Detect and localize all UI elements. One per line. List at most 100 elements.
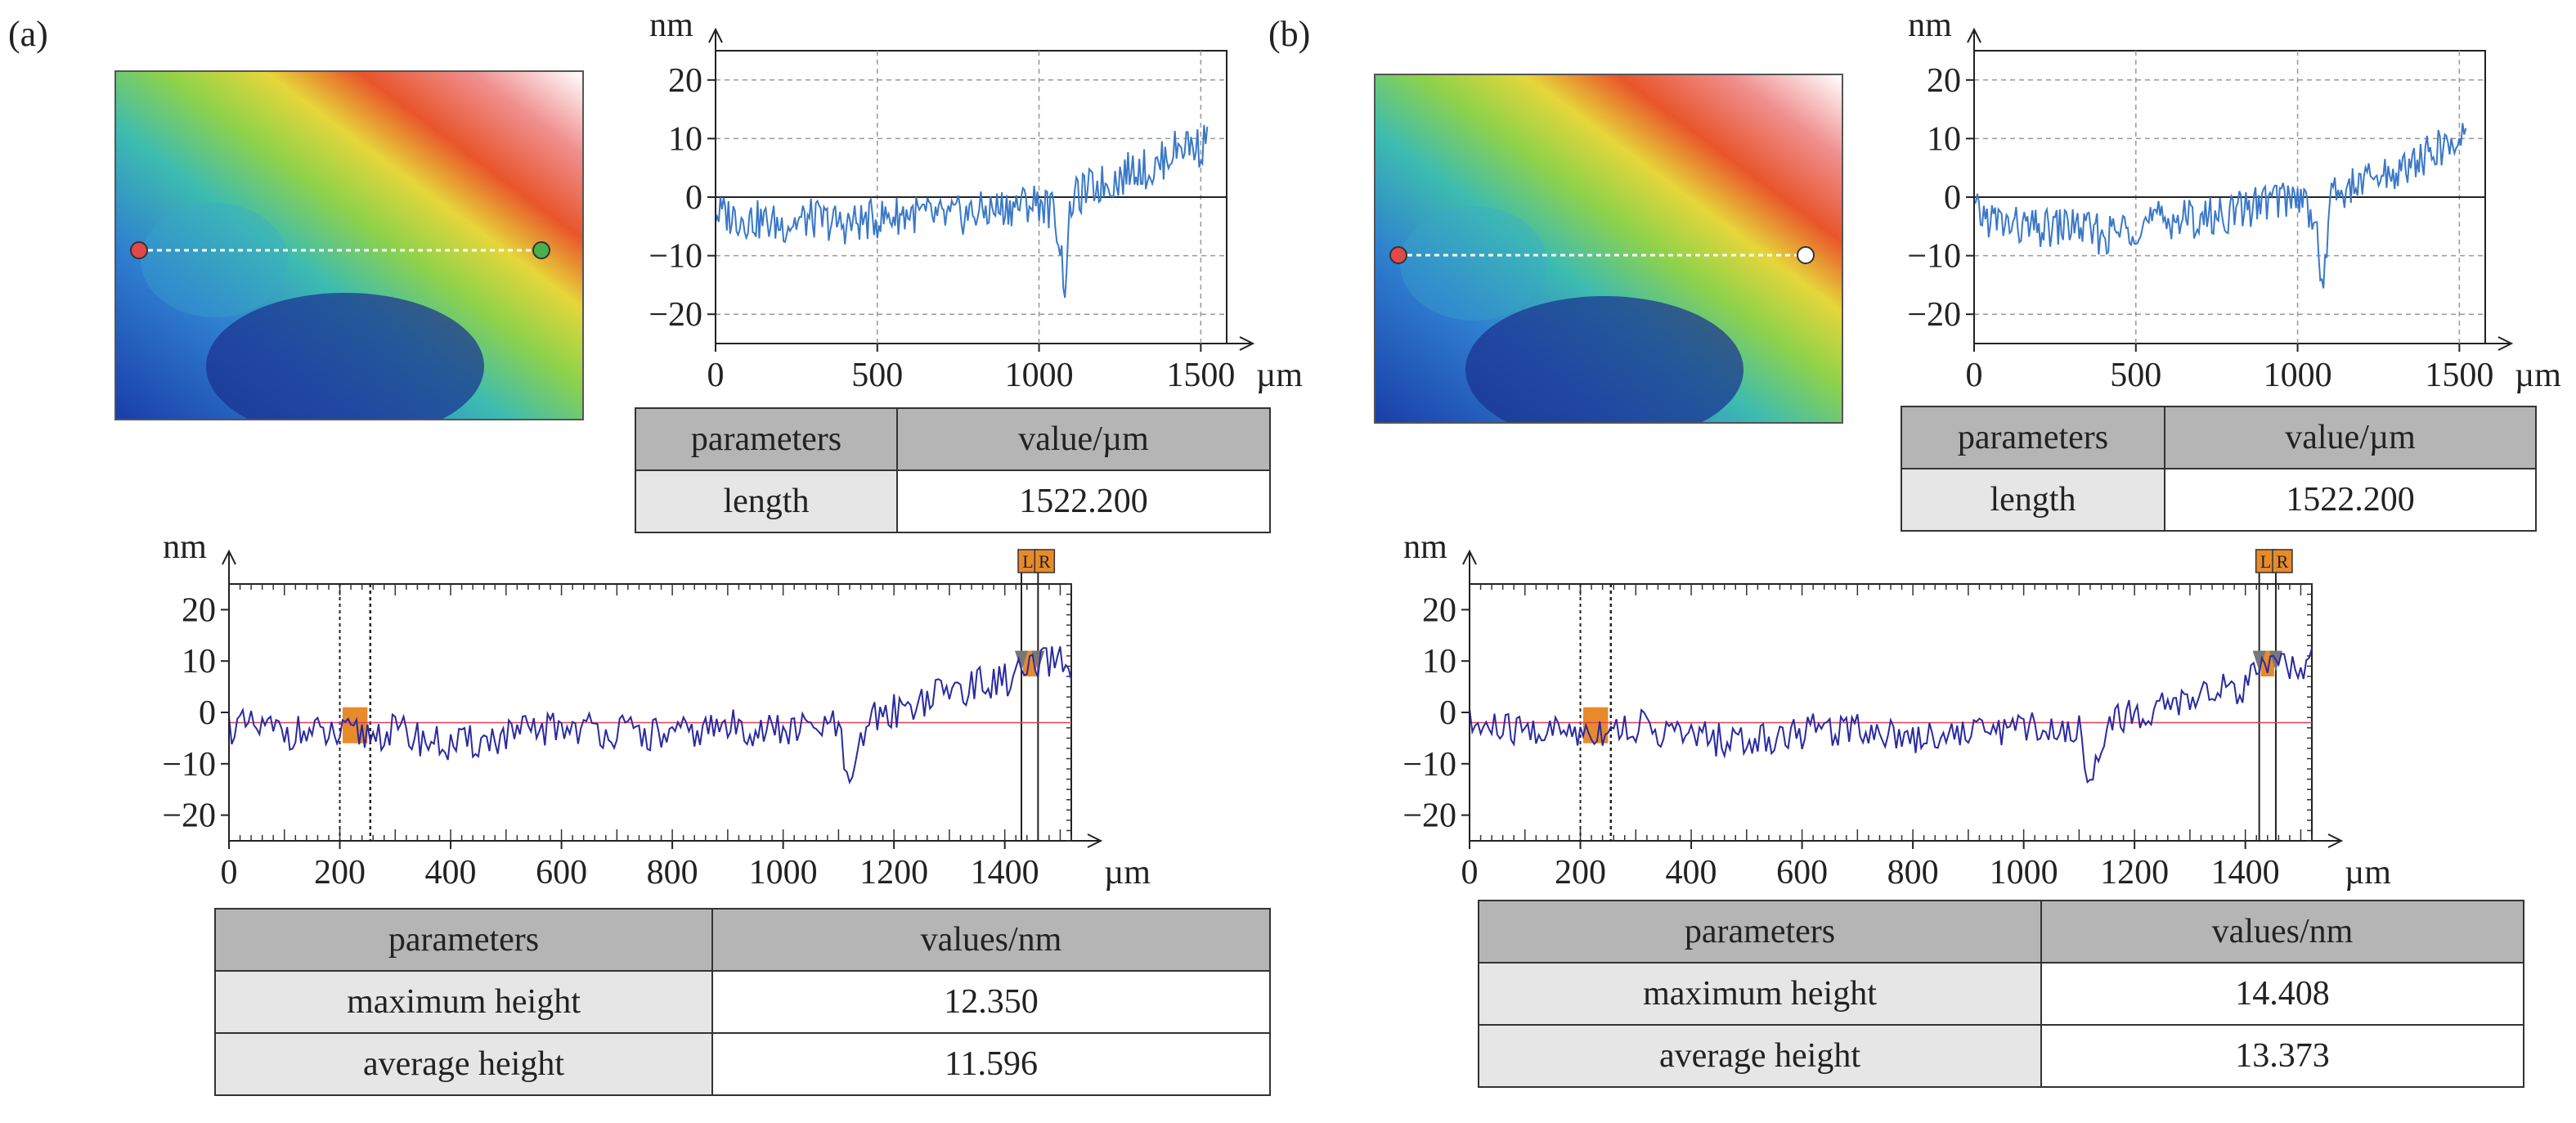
y-tick-label: 0 xyxy=(1439,694,1456,732)
x-tick-label: 1200 xyxy=(859,854,928,892)
x-tick-label: 1000 xyxy=(2264,357,2332,394)
x-tick-label: 400 xyxy=(425,854,477,892)
panel-b: (b) 0 500 1000 1500 20 xyxy=(1263,0,2561,1123)
height-table-header-parameters: parameters xyxy=(214,908,713,972)
y-tick-label: −10 xyxy=(1402,746,1456,784)
y-tick-label: 10 xyxy=(668,120,702,158)
top-profile-chart: 0 500 1000 1500 20 10 0 −10 −20 nm µm xyxy=(648,7,1303,394)
x-tick-label: 800 xyxy=(647,854,698,892)
y-tick-label: −20 xyxy=(1402,797,1456,835)
cursor-triangle xyxy=(1031,650,1045,672)
height-table-value-avg: 11.596 xyxy=(711,1032,1271,1096)
cursor-label-r: R xyxy=(1039,551,1051,572)
profile-series-line xyxy=(715,124,1209,299)
x-tick-label: 200 xyxy=(1555,854,1606,892)
y-axis-label: nm xyxy=(1403,528,1447,566)
x-axis-arrow xyxy=(1087,833,1103,848)
y-tick-label: 10 xyxy=(1927,120,1961,158)
plot-frame xyxy=(228,583,1072,842)
length-table-header-parameters: parameters xyxy=(635,407,898,471)
y-tick-label: 20 xyxy=(182,591,216,629)
y-tick-label: −10 xyxy=(1907,238,1961,276)
x-tick-label: 600 xyxy=(536,854,587,892)
y-axis-label: nm xyxy=(1908,7,1952,44)
x-tick-label: 600 xyxy=(1776,854,1828,892)
x-axis-unit: µm xyxy=(2345,854,2391,892)
y-axis-label: nm xyxy=(163,528,207,566)
y-tick-label: 0 xyxy=(1944,179,1961,217)
x-tick-label: 800 xyxy=(1887,854,1939,892)
bottom-profile-chart: L R 0 200 400 600 800 1000 1200 1400 20 10 0 −10 −20 nm… xyxy=(1402,528,2391,892)
height-table-header-values: values/nm xyxy=(711,908,1271,972)
height-table-value-max: 14.408 xyxy=(2040,962,2524,1026)
height-table-value-max: 12.350 xyxy=(711,970,1271,1034)
height-table-header-values: values/nm xyxy=(2040,900,2524,964)
y-axis-arrow xyxy=(1462,549,1477,565)
cursor-label-r: R xyxy=(2277,551,2289,572)
x-axis-arrow xyxy=(2497,336,2514,351)
x-axis-unit: µm xyxy=(1104,854,1151,892)
cursor-triangle xyxy=(1015,650,1029,672)
bottom-profile-chart: L R 0 200 400 600 800 1000 1200 1400 20 10 0 −10 −20 nm… xyxy=(162,528,1151,892)
x-tick-label: 1000 xyxy=(1005,357,1074,394)
y-tick-label: 0 xyxy=(199,694,216,732)
x-tick-label: 1500 xyxy=(1166,357,1235,394)
height-table-param-max: maximum height xyxy=(214,970,713,1034)
panel-label: (b) xyxy=(1268,14,1311,54)
x-tick-label: 1500 xyxy=(2425,357,2493,394)
y-tick-label: −10 xyxy=(648,238,702,276)
profile-end-marker[interactable] xyxy=(532,241,550,259)
y-tick-label: 10 xyxy=(1422,643,1456,681)
y-axis-arrow xyxy=(708,27,723,43)
cursor-label-l: L xyxy=(2260,551,2271,572)
length-table-header-parameters: parameters xyxy=(1901,406,2165,469)
length-table-value: 1522.200 xyxy=(2164,468,2537,532)
x-tick-label: 0 xyxy=(221,854,238,892)
length-table-header-value: value/µm xyxy=(896,407,1271,471)
height-table-value-avg: 13.373 xyxy=(2040,1024,2524,1088)
height-map-graphic xyxy=(1376,75,1842,422)
profile-series-line xyxy=(228,646,1072,785)
profile-end-marker[interactable] xyxy=(1797,246,1815,264)
height-table-param-max: maximum height xyxy=(1478,962,2042,1026)
x-tick-label: 0 xyxy=(1461,854,1479,892)
y-axis-arrow xyxy=(1967,27,1981,43)
length-table-param: length xyxy=(1901,468,2165,532)
length-table-param: length xyxy=(635,469,898,533)
y-tick-label: 20 xyxy=(1927,62,1961,100)
x-tick-label: 1000 xyxy=(1990,854,2058,892)
y-tick-label: −20 xyxy=(648,296,702,334)
length-table-value: 1522.200 xyxy=(896,469,1271,533)
y-axis-arrow xyxy=(222,549,236,565)
y-tick-label: 20 xyxy=(668,62,702,100)
x-axis-unit: µm xyxy=(2515,357,2561,394)
x-tick-label: 200 xyxy=(314,854,366,892)
x-axis-arrow xyxy=(1239,336,1255,351)
length-table: parameters value/µm length 1522.200 xyxy=(1901,406,2537,532)
height-table: parameters values/nm maximum height 14.4… xyxy=(1478,900,2524,1088)
top-profile-chart: 0 500 1000 1500 20 10 0 −10 −20 nm µm xyxy=(1907,7,2561,394)
x-tick-label: 0 xyxy=(1966,357,1983,394)
x-tick-label: 1400 xyxy=(971,854,1039,892)
panel-label: (a) xyxy=(8,14,48,54)
x-tick-label: 1400 xyxy=(2211,854,2280,892)
cursor-label-box xyxy=(1034,549,1056,573)
y-axis-label: nm xyxy=(649,7,693,44)
x-tick-label: 500 xyxy=(851,357,903,394)
x-tick-label: 1200 xyxy=(2100,854,2169,892)
profile-start-marker[interactable] xyxy=(130,241,148,259)
height-map-graphic xyxy=(116,72,582,419)
height-map-image xyxy=(1374,74,1843,424)
x-tick-label: 400 xyxy=(1666,854,1717,892)
x-tick-label: 500 xyxy=(2110,357,2161,394)
height-table-param-avg: average height xyxy=(214,1032,713,1096)
x-tick-label: 0 xyxy=(707,357,725,394)
height-table-param-avg: average height xyxy=(1478,1024,2042,1088)
y-tick-label: 10 xyxy=(182,643,216,681)
y-tick-label: −20 xyxy=(162,797,216,835)
y-tick-label: −10 xyxy=(162,746,216,784)
x-tick-label: 1000 xyxy=(749,854,818,892)
profile-start-marker[interactable] xyxy=(1389,246,1407,264)
cursor-triangle xyxy=(2252,650,2266,672)
height-map-image xyxy=(114,70,584,420)
